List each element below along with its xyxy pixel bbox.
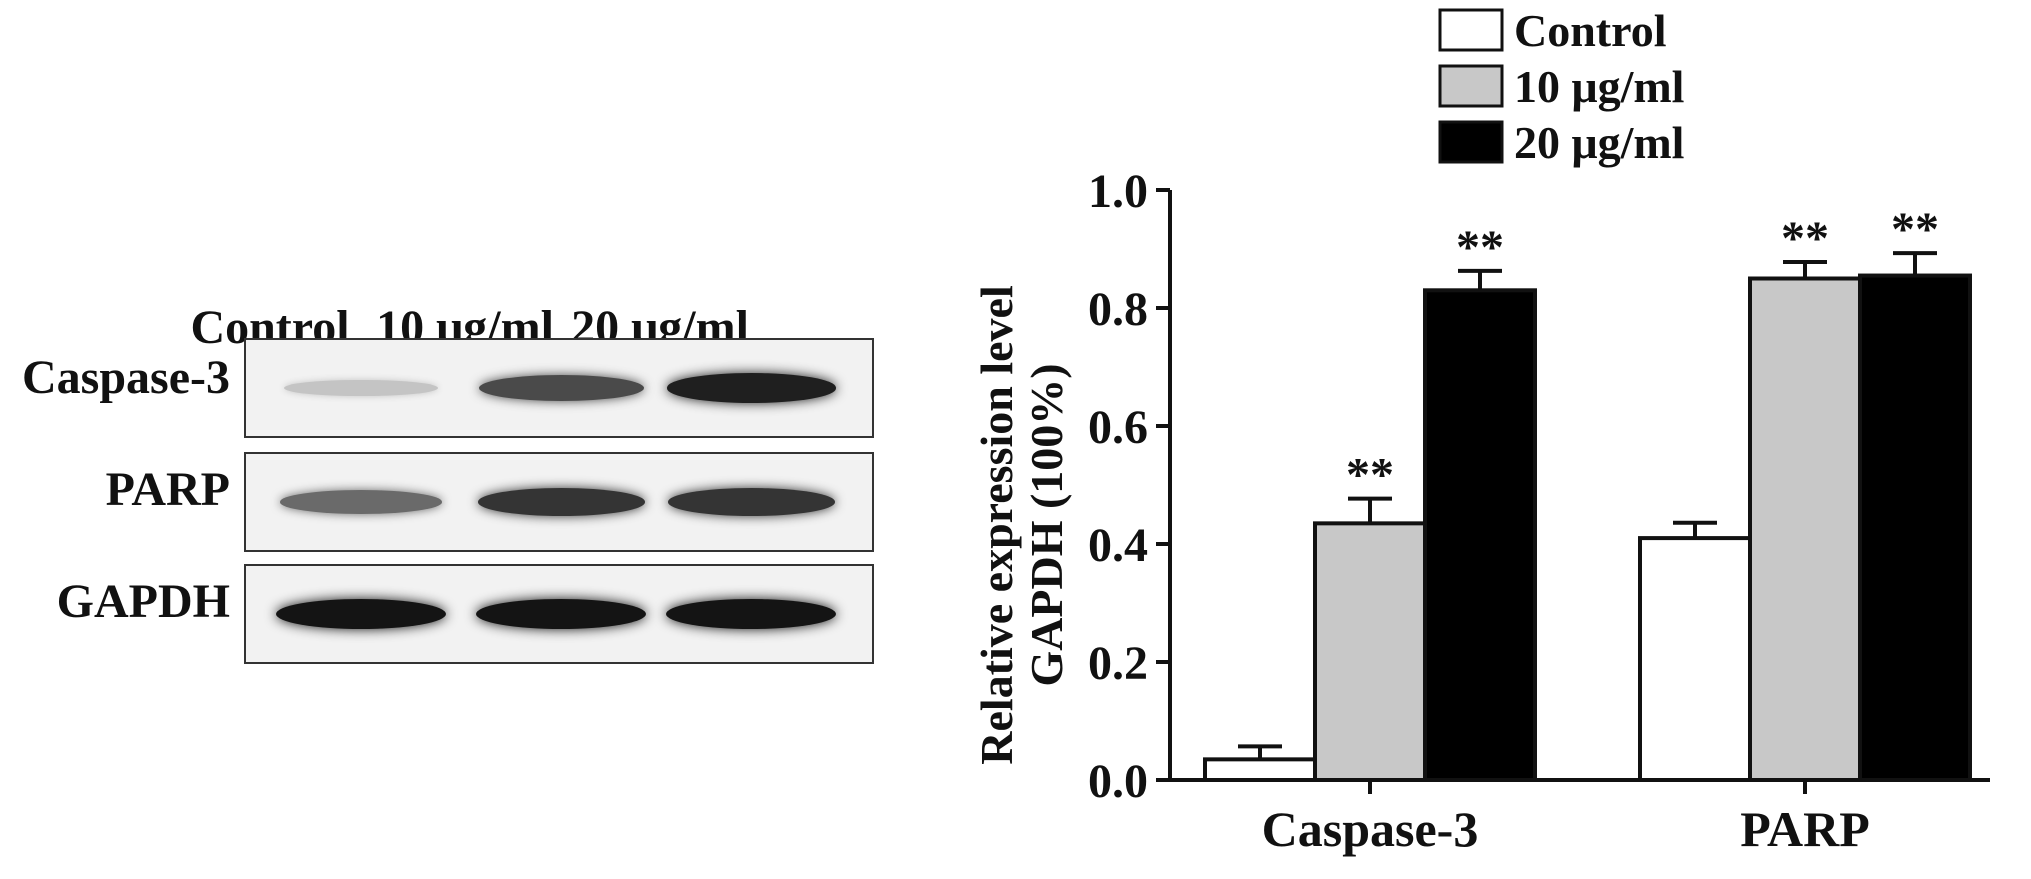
band-caspase-3-lane-2 [478, 375, 644, 401]
band-caspase-3-lane-3 [666, 373, 836, 403]
legend-swatch [1438, 8, 1504, 52]
band-gapdh-lane-2 [476, 599, 646, 629]
y-tick-label: 1.0 [1088, 165, 1148, 218]
y-tick-label: 0.4 [1088, 519, 1148, 572]
bar-caspase-3-series-2 [1313, 521, 1427, 782]
band-caspase-3-lane-1 [284, 379, 438, 397]
x-tick-label: Caspase-3 [1262, 801, 1479, 857]
significance-mark: ** [1781, 212, 1829, 265]
y-tick-label: 0.0 [1088, 755, 1148, 808]
bar-parp-series-3 [1858, 273, 1972, 782]
band-parp-lane-3 [667, 488, 835, 516]
y-tick-label: 0.8 [1088, 283, 1148, 336]
band-gapdh-lane-1 [276, 599, 446, 629]
legend-label: 10 μg/ml [1514, 61, 1684, 112]
y-axis-label-line2: GAPDH (100%) [1021, 363, 1072, 686]
y-tick-label: 0.2 [1088, 637, 1148, 690]
bar-caspase-3-series-3 [1423, 288, 1537, 782]
band-parp-lane-1 [280, 490, 442, 514]
legend-label: Control [1514, 5, 1667, 56]
y-axis-label-line1: Relative expression level [971, 285, 1022, 765]
y-axis: 0.0 0.2 0.4 0.6 0.8 1.0 [1088, 165, 1172, 808]
blot-strip-caspase3 [244, 338, 874, 438]
x-axis: Caspase-3 PARP [1170, 778, 1990, 857]
band-parp-lane-2 [477, 488, 645, 516]
legend-label: 20 μg/ml [1514, 117, 1684, 168]
western-blot-panel: Control 10 μg/ml 20 μg/ml Caspase-3 PARP… [0, 0, 900, 879]
row-label-parp: PARP [105, 463, 230, 516]
x-tick-label: PARP [1740, 801, 1870, 857]
legend-swatch [1438, 120, 1504, 164]
bar-series: ** ** ** ** [1203, 203, 1972, 782]
bar-caspase-3-series-1 [1203, 757, 1317, 782]
blot-strip-gapdh [244, 564, 874, 664]
significance-mark: ** [1456, 221, 1504, 274]
row-label-gapdh: GAPDH [56, 575, 230, 628]
y-tick-label: 0.6 [1088, 401, 1148, 454]
significance-mark: ** [1891, 203, 1939, 256]
row-label-caspase3: Caspase-3 [21, 351, 230, 404]
band-gapdh-lane-3 [666, 599, 836, 629]
bar-parp-series-1 [1638, 536, 1752, 782]
legend-swatch [1438, 64, 1504, 108]
significance-mark: ** [1346, 449, 1394, 502]
blot-strip-parp [244, 452, 874, 552]
bar-parp-series-2 [1748, 276, 1862, 782]
